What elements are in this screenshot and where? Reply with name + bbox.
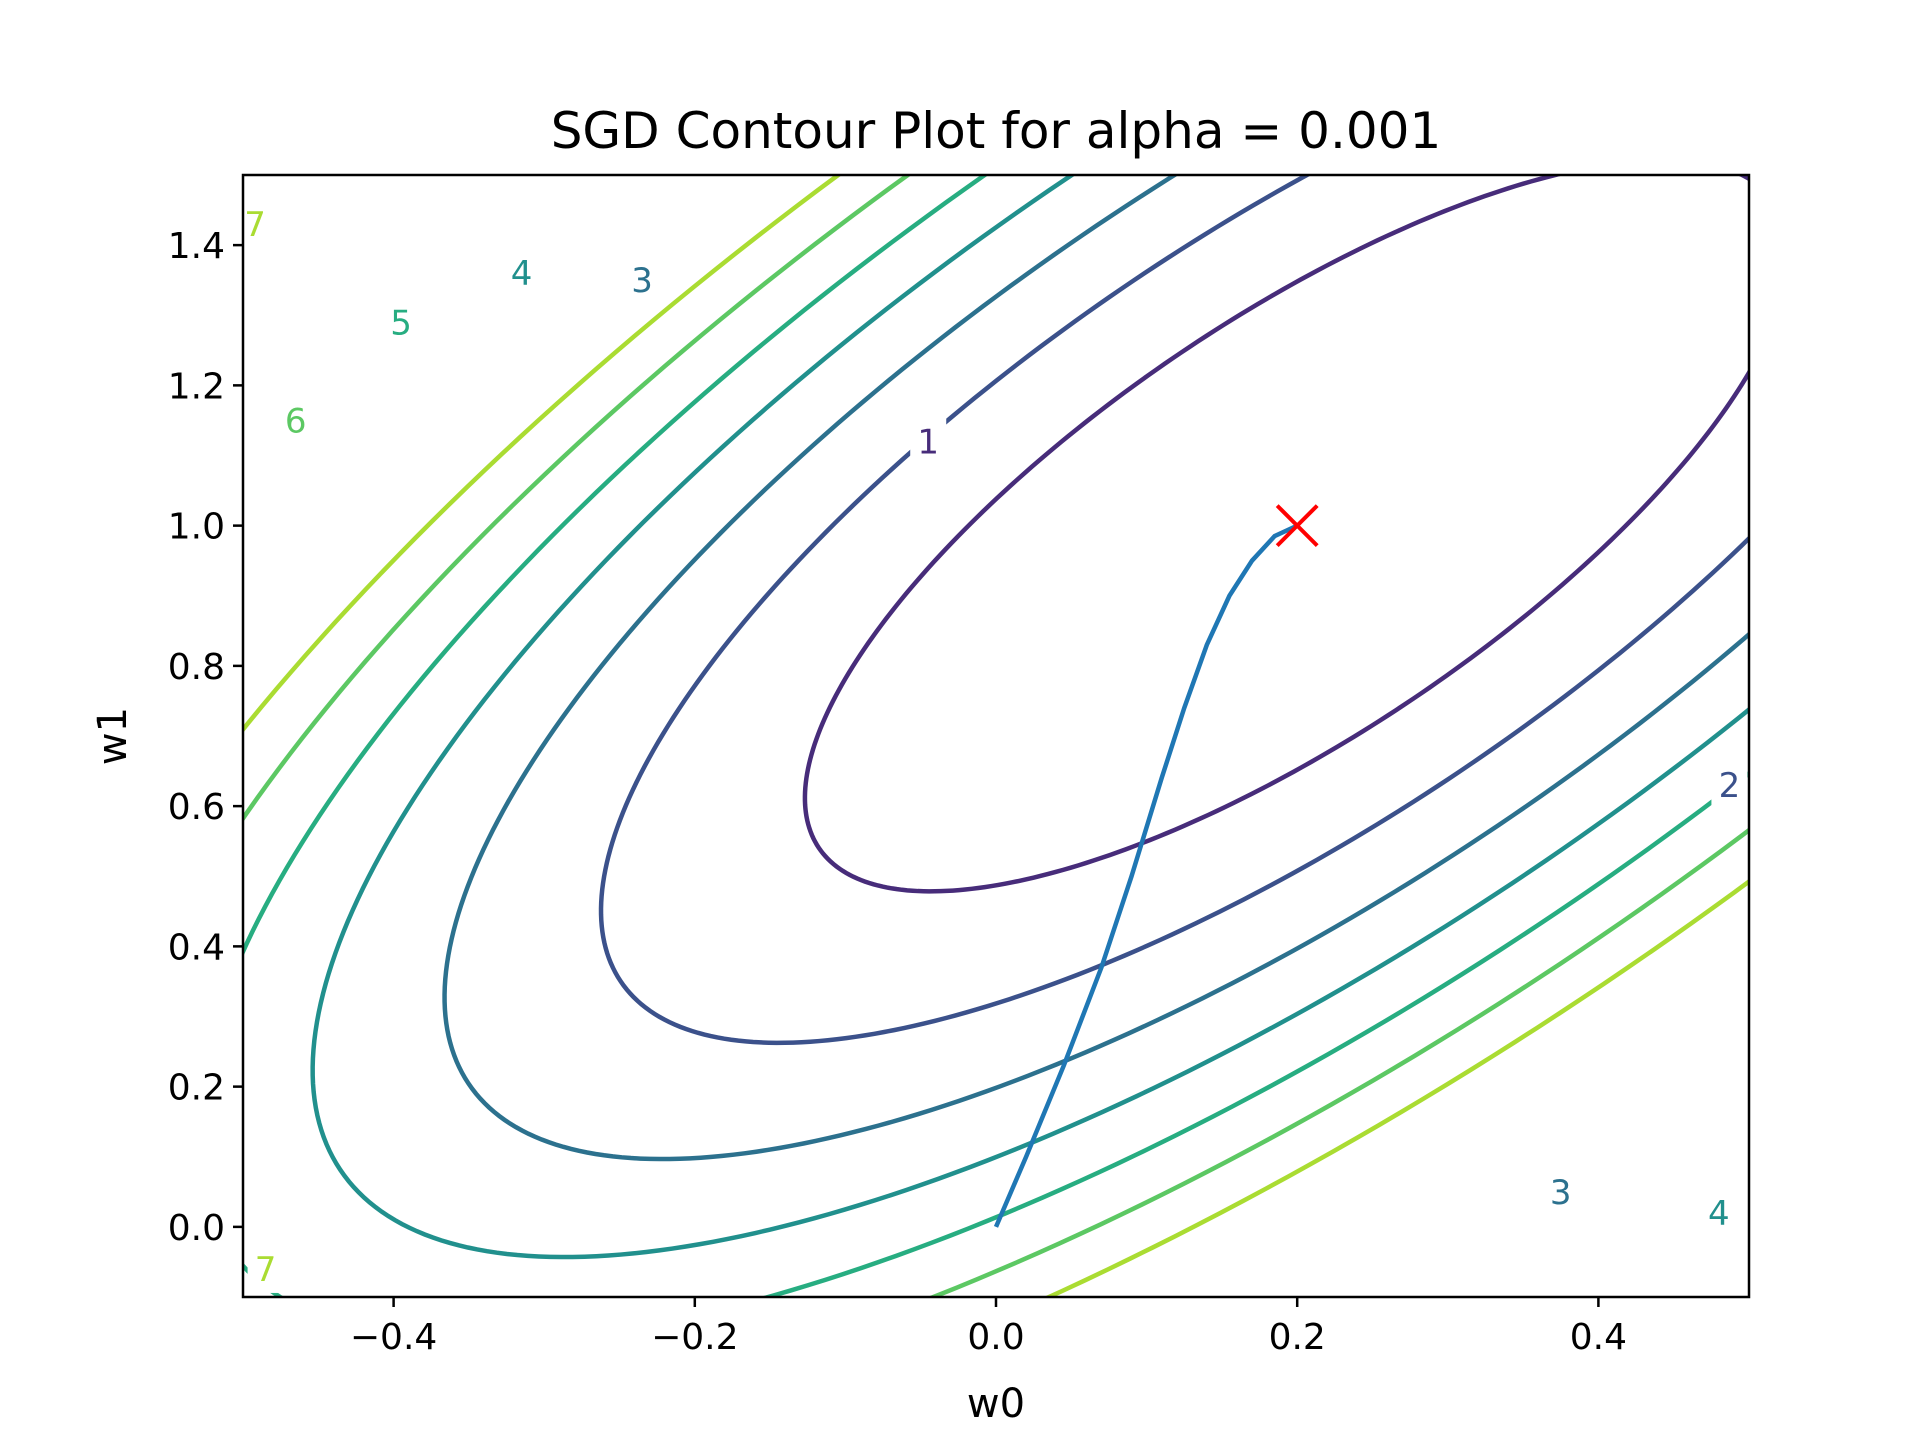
contour-label-halo <box>1542 1167 1579 1216</box>
contour-level-3 <box>442 175 1749 1162</box>
y-axis-label: w1 <box>90 707 136 765</box>
chart-title: SGD Contour Plot for alpha = 0.001 <box>551 102 1442 160</box>
marker-stroke <box>1275 504 1319 548</box>
sgd-path-line <box>993 523 1299 1228</box>
y-tick-label: 0.0 <box>168 1208 225 1249</box>
y-tick-label: 0.6 <box>168 787 225 828</box>
contour-level-2 <box>598 175 1749 1046</box>
contour-label-halo <box>624 256 661 305</box>
contour-level-5 <box>243 175 1749 1297</box>
contour-label-halo <box>503 249 540 298</box>
x-tick-label: −0.4 <box>350 1317 437 1358</box>
contour-level-4 <box>310 175 1749 1260</box>
contour-label-2: 2 <box>1719 766 1741 806</box>
contour-label-7: 7 <box>244 205 266 245</box>
y-axis-ticks: 0.0 0.2 0.4 0.6 0.8 1.0 1.2 1.4 <box>168 226 243 1249</box>
x-tick-label: 0.4 <box>1570 1317 1627 1358</box>
contour-labels: 1 2 3 3 4 4 5 6 7 7 <box>237 200 1748 1293</box>
contour-label-halo <box>910 417 947 466</box>
y-tick-label: 0.4 <box>168 927 225 968</box>
x-axis-ticks: −0.4 −0.2 0.0 0.2 0.4 <box>350 1297 1627 1358</box>
contour-label-6: 6 <box>285 401 307 441</box>
contour-label-halo <box>247 1244 284 1293</box>
contour-label-4: 4 <box>1708 1194 1730 1234</box>
marker-layer <box>1275 504 1319 548</box>
contour-label-halo <box>1711 761 1748 810</box>
x-tick-label: −0.2 <box>651 1317 738 1358</box>
plot-frame <box>241 173 1751 1299</box>
contour-label-3: 3 <box>1550 1173 1572 1213</box>
y-tick-label: 1.0 <box>168 507 225 548</box>
y-tick-label: 1.2 <box>168 366 225 407</box>
contour-label-halo <box>1700 1188 1737 1237</box>
contour-label-7: 7 <box>255 1250 277 1290</box>
x-axis-label: w0 <box>967 1381 1025 1427</box>
y-tick-label: 0.2 <box>168 1068 225 1109</box>
contour-level-1 <box>802 175 1749 894</box>
contour-label-3: 3 <box>631 261 653 301</box>
optimum-marker <box>1275 504 1319 548</box>
y-tick-label: 1.4 <box>168 226 225 267</box>
contour-label-1: 1 <box>917 422 939 462</box>
contour-label-5: 5 <box>390 303 412 343</box>
y-tick-label: 0.8 <box>168 647 225 688</box>
series-layer <box>993 523 1299 1228</box>
contour-label-halo <box>277 396 314 445</box>
x-tick-label: 0.2 <box>1269 1317 1326 1358</box>
contour-label-4: 4 <box>511 254 533 294</box>
x-tick-label: 0.0 <box>967 1317 1024 1358</box>
contour-label-halo <box>383 298 420 347</box>
